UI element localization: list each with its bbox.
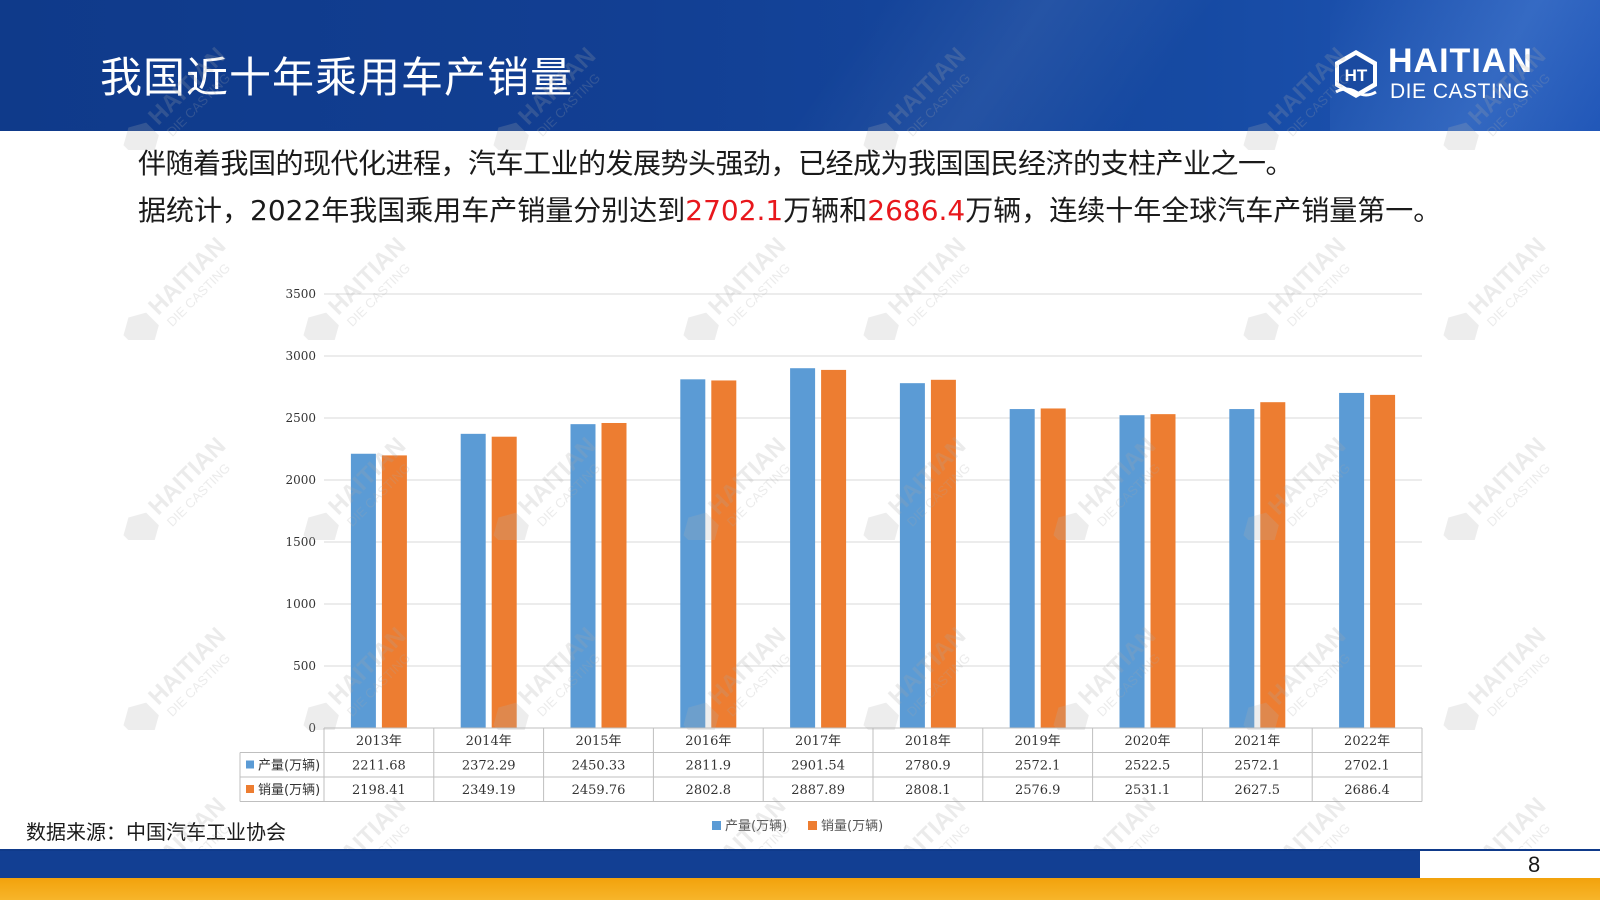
production-value: 2522.5	[1125, 759, 1171, 774]
company-logo: HT HAITIAN DIE CASTING	[1330, 40, 1570, 110]
stats-paragraph: 据统计，2022年我国乘用车产销量分别达到2702.1万辆和2686.4万辆，连…	[138, 187, 1528, 234]
bar-sales	[1150, 414, 1176, 728]
bar-production	[1119, 415, 1145, 728]
table-series-name: 销量(万辆)	[258, 783, 320, 798]
stats-prefix: 据统计，2022年我国乘用车产销量分别达到	[138, 194, 686, 227]
logo-mark-text: HT	[1345, 66, 1368, 85]
y-tick-label: 2500	[285, 411, 316, 425]
y-tick-label: 3500	[285, 287, 316, 301]
category-label: 2022年	[1344, 734, 1390, 749]
production-value: 2211.68	[352, 759, 406, 774]
data-source: 数据来源：中国汽车工业协会	[26, 820, 286, 844]
table-series-key	[246, 760, 254, 769]
bar-sales	[1260, 402, 1286, 728]
sales-value: 2531.1	[1125, 783, 1171, 798]
production-value: 2811.9	[686, 759, 732, 774]
y-tick-label: 1000	[285, 597, 316, 611]
bar-sales	[491, 436, 517, 728]
body-text: 伴随着我国的现代化进程，汽车工业的发展势头强劲，已经成为我国国民经济的支柱产业之…	[138, 140, 1528, 234]
sales-value: 2802.8	[686, 783, 732, 798]
stats-mid: 万辆和	[783, 194, 868, 227]
production-value: 2572.1	[1015, 759, 1061, 774]
production-value: 2572.1	[1235, 759, 1281, 774]
production-value: 2450.33	[572, 759, 626, 774]
sales-value: 2887.89	[791, 783, 845, 798]
chart-gridlines	[324, 293, 1422, 729]
chart-bars	[350, 368, 1396, 728]
chart-y-axis: 0 500 1000 1500 2000 2500 3000 3500	[285, 287, 316, 735]
sales-value: 2459.76	[572, 783, 626, 798]
header-decoration	[0, 0, 1600, 131]
bar-production	[790, 368, 816, 728]
logo-mark-icon: HT	[1335, 50, 1377, 98]
logo-name: HAITIAN	[1388, 42, 1533, 80]
intro-paragraph: 伴随着我国的现代化进程，汽车工业的发展势头强劲，已经成为我国国民经济的支柱产业之…	[138, 147, 1294, 180]
production-value: 2780.9	[905, 759, 951, 774]
sales-value: 2627.5	[1235, 783, 1281, 798]
sales-value: 2349.19	[462, 783, 516, 798]
y-tick-label: 3000	[285, 349, 316, 363]
bar-production	[1009, 409, 1035, 728]
bar-production	[350, 453, 376, 728]
page-number: 8	[1528, 852, 1541, 877]
bar-production	[899, 383, 925, 728]
footer-page-box	[1420, 851, 1600, 878]
bar-sales	[711, 380, 737, 728]
bar-sales	[601, 422, 627, 728]
bar-sales	[930, 379, 956, 728]
production-value: 2372.29	[462, 759, 516, 774]
bar-sales	[381, 455, 407, 728]
production-value: 2702.1	[1344, 759, 1390, 774]
chart-data-table: 2013年 2211.68 2198.41 2014年 2372.29 2349.19 20…	[239, 727, 1423, 802]
y-tick-label: 0	[308, 721, 316, 735]
bar-production	[1339, 392, 1365, 728]
bar-sales	[821, 369, 847, 728]
category-label: 2013年	[356, 734, 402, 749]
sales-value: 2198.41	[352, 783, 406, 798]
sales-highlight: 2686.4	[867, 194, 966, 227]
category-label: 2018年	[905, 734, 951, 749]
production-value: 2901.54	[791, 759, 845, 774]
y-tick-label: 500	[293, 659, 316, 673]
table-series-name: 产量(万辆)	[258, 759, 320, 774]
legend-swatch	[712, 821, 721, 830]
y-tick-label: 1500	[285, 535, 316, 549]
slide-title: 我国近十年乘用车产销量	[100, 53, 574, 102]
sales-value: 2808.1	[905, 783, 951, 798]
bar-production	[680, 379, 706, 728]
legend-label: 产量(万辆)	[725, 819, 787, 834]
y-tick-label: 2000	[285, 473, 316, 487]
category-label: 2015年	[575, 734, 621, 749]
sales-value: 2686.4	[1344, 783, 1390, 798]
sales-value: 2576.9	[1015, 783, 1061, 798]
bar-production	[1229, 409, 1255, 728]
category-label: 2014年	[466, 734, 512, 749]
footer-band	[0, 851, 1600, 900]
footer-divider	[0, 849, 1600, 851]
stats-suffix: 万辆，连续十年全球汽车产销量第一。	[965, 194, 1442, 227]
category-label: 2016年	[685, 734, 731, 749]
table-series-key	[246, 785, 254, 793]
bar-production	[570, 424, 596, 728]
header-banner	[0, 0, 1600, 131]
bar-sales	[1370, 394, 1396, 728]
bar-sales	[1040, 408, 1066, 728]
chart-legend: 产量(万辆) 销量(万辆)	[712, 819, 883, 834]
logo-subtitle: DIE CASTING	[1390, 80, 1530, 103]
legend-label: 销量(万辆)	[821, 819, 883, 834]
bar-production	[460, 433, 486, 728]
production-highlight: 2702.1	[685, 194, 784, 227]
category-label: 2019年	[1015, 734, 1061, 749]
legend-swatch	[808, 821, 817, 830]
category-label: 2020年	[1124, 734, 1170, 749]
category-label: 2021年	[1234, 734, 1280, 749]
category-label: 2017年	[795, 734, 841, 749]
